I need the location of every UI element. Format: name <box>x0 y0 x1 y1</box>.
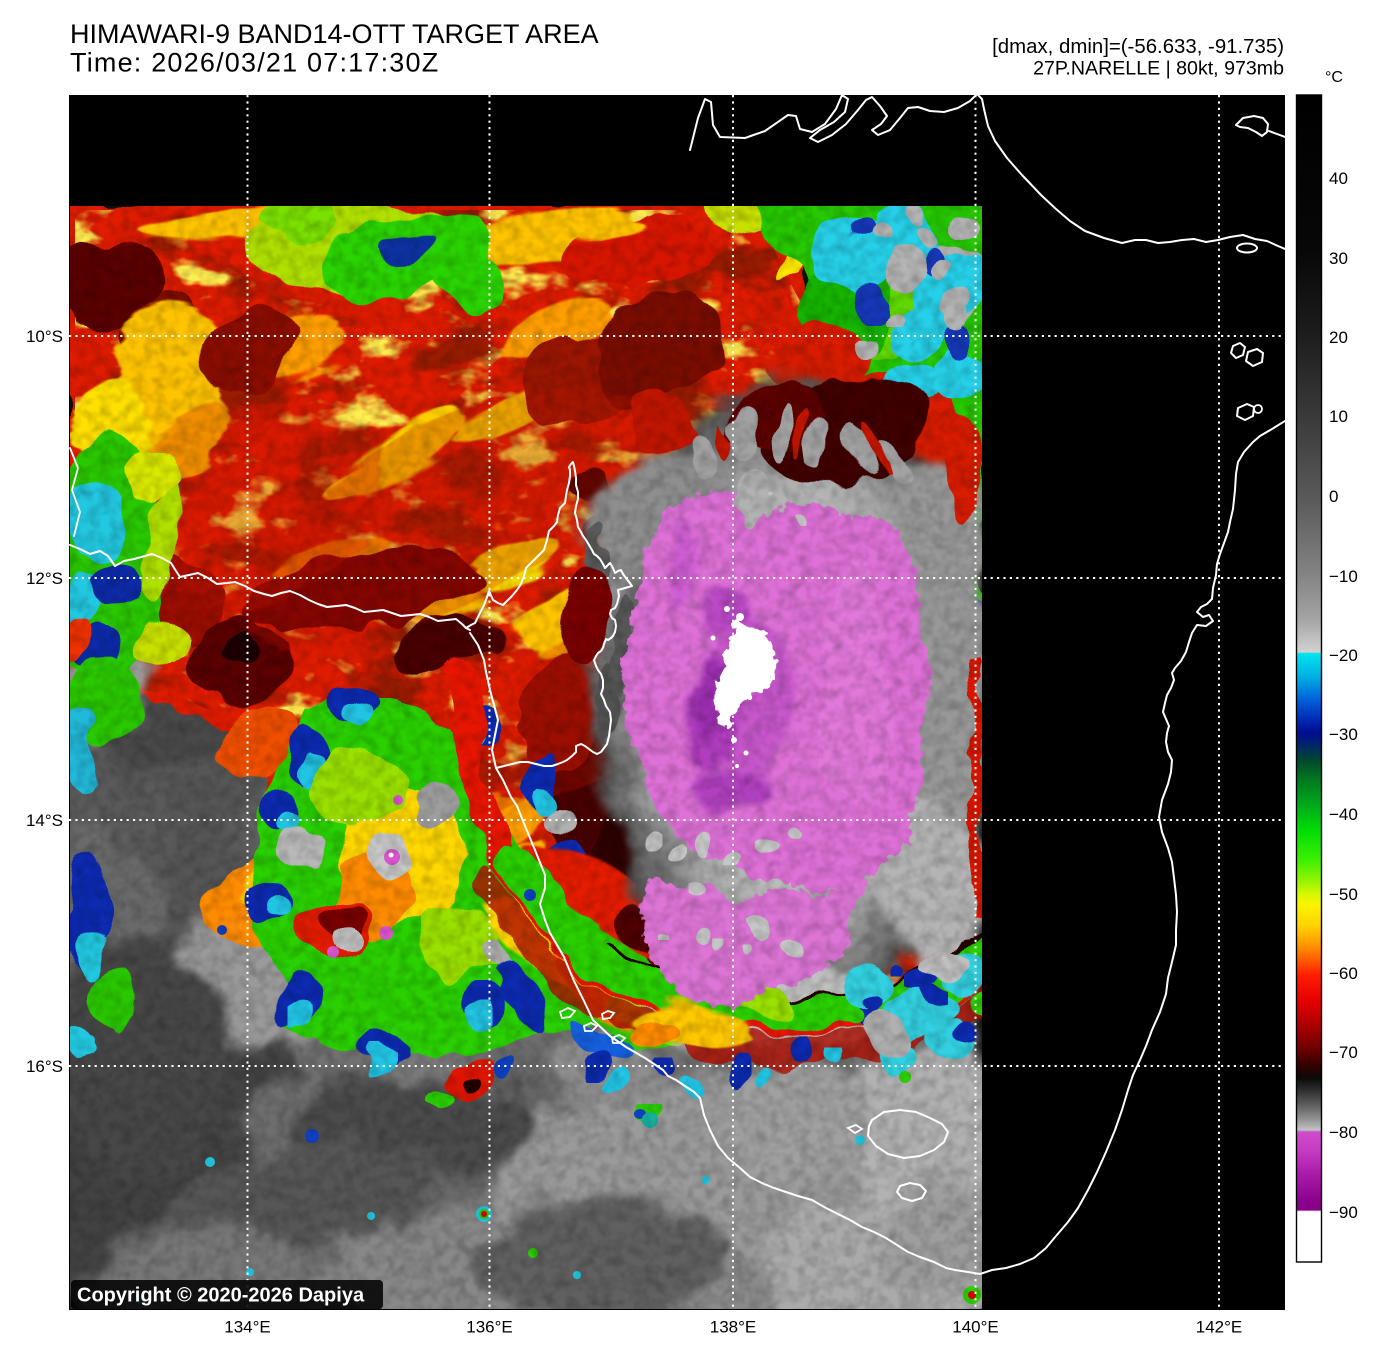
svg-text:40: 40 <box>1329 169 1348 188</box>
svg-text:−10: −10 <box>1329 567 1358 586</box>
svg-text:−30: −30 <box>1329 725 1358 744</box>
svg-text:0: 0 <box>1329 487 1338 506</box>
svg-text:30: 30 <box>1329 249 1348 268</box>
svg-text:20: 20 <box>1329 328 1348 347</box>
svg-text:−80: −80 <box>1329 1123 1358 1142</box>
svg-text:136°E: 136°E <box>466 1318 513 1337</box>
svg-text:HIMAWARI-9 BAND14-OTT TARGET A: HIMAWARI-9 BAND14-OTT TARGET AREA <box>70 19 599 49</box>
svg-text:−70: −70 <box>1329 1043 1358 1062</box>
svg-text:10: 10 <box>1329 407 1348 426</box>
svg-text:−50: −50 <box>1329 885 1358 904</box>
svg-text:138°E: 138°E <box>710 1318 757 1337</box>
svg-text:Time: 2026/03/21 07:17:30Z: Time: 2026/03/21 07:17:30Z <box>70 48 439 78</box>
svg-text:Copyright © 2020-2026 Dapiya: Copyright © 2020-2026 Dapiya <box>77 1285 365 1307</box>
svg-text:°C: °C <box>1325 69 1343 86</box>
svg-text:−40: −40 <box>1329 805 1358 824</box>
svg-text:27P.NARELLE | 80kt, 973mb: 27P.NARELLE | 80kt, 973mb <box>1033 58 1284 80</box>
svg-text:12°S: 12°S <box>26 569 63 588</box>
svg-text:−20: −20 <box>1329 646 1358 665</box>
svg-text:134°E: 134°E <box>224 1318 271 1337</box>
svg-text:−60: −60 <box>1329 964 1358 983</box>
svg-text:142°E: 142°E <box>1196 1318 1243 1337</box>
svg-text:16°S: 16°S <box>26 1057 63 1076</box>
svg-text:[dmax, dmin]=(-56.633, -91.735: [dmax, dmin]=(-56.633, -91.735) <box>992 36 1284 58</box>
svg-text:140°E: 140°E <box>952 1318 999 1337</box>
svg-text:14°S: 14°S <box>26 811 63 830</box>
svg-text:10°S: 10°S <box>26 327 63 346</box>
svg-text:−90: −90 <box>1329 1203 1358 1222</box>
